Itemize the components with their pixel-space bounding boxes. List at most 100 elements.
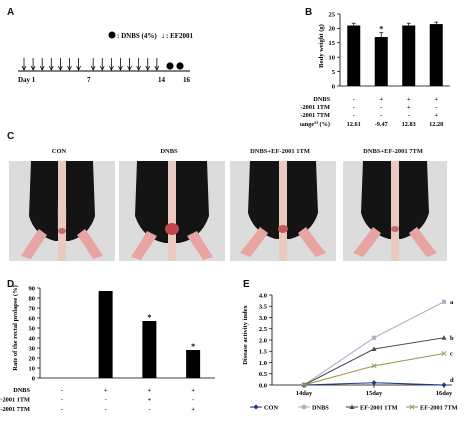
- d-y-tick-label: 60: [29, 315, 36, 322]
- b-table-cell: +: [407, 104, 411, 111]
- day-1-label: Day 1: [18, 76, 36, 84]
- dnbs-dot: [176, 62, 184, 70]
- day-7-label: 7: [87, 76, 91, 84]
- dnbs-dot: [166, 62, 174, 70]
- day-16-label: 16: [183, 76, 191, 84]
- e-series-marker: [371, 346, 377, 351]
- caption-dnbs: DNBS: [160, 148, 178, 155]
- mouse-photo-dnbs-ef-1tm: [230, 161, 336, 261]
- e-legend-label: CON: [264, 404, 278, 411]
- ef-arrowhead: [58, 65, 63, 71]
- e-series-marker: [441, 350, 447, 357]
- e-series-marker: [441, 299, 447, 304]
- d-y-tick-label: 90: [29, 285, 36, 292]
- d-y-tick-label: 0: [32, 375, 35, 382]
- ef-arrowhead: [30, 65, 36, 71]
- d-bar: [142, 321, 157, 378]
- e-y-tick-label: 3.0: [259, 315, 267, 322]
- e-y-tick-label: 2.5: [259, 326, 268, 333]
- e-axes: 0.0 0.5 1.0 1.5 2.0 2.5 3.0 3.5 4.0 14day 15day 16d…: [259, 292, 453, 397]
- e-x-tick-label: 15day: [366, 390, 383, 397]
- ef-arrowhead: [118, 65, 123, 71]
- ef-arrowhead: [145, 65, 151, 71]
- d-y-tick-label: 30: [29, 345, 36, 352]
- d-table-cell: -: [192, 397, 194, 404]
- b-weight-label: Weight changea) (%): [300, 120, 330, 129]
- b-y-tick-label: 20: [329, 26, 336, 33]
- b-bar: [402, 25, 416, 86]
- b-table-cell: -: [353, 96, 355, 103]
- d-ylabel: Rate of the rectal prolapse (%): [12, 285, 19, 371]
- d-y-tick-label: 70: [29, 305, 36, 312]
- d-y-tick-label: 80: [29, 295, 36, 302]
- d-table-row-label: DNBS: [13, 387, 30, 394]
- b-table-cell: -: [353, 104, 355, 111]
- d-treatment-table: DNBS - + + + EF-2001 1TM - - + - EF-2001 7TM - - - +: [0, 387, 195, 413]
- e-series-marker: [441, 335, 447, 340]
- b-table-cell: +: [434, 112, 438, 119]
- e-legend-marker: [301, 404, 307, 410]
- d-table-cell: -: [148, 406, 150, 413]
- panel-d-prolapse-chart: Rate of the rectal prolapse (%) 0 10 20 30 4…: [0, 285, 215, 413]
- e-x-tick-label: 16day: [436, 390, 453, 397]
- d-table-cell: -: [105, 406, 107, 413]
- panel-a-letter: A: [7, 7, 15, 18]
- e-y-tick-label: 0.0: [259, 382, 267, 389]
- e-series: d a b c: [301, 299, 454, 388]
- b-table-cell: +: [379, 96, 383, 103]
- ef-arrowhead: [127, 65, 132, 71]
- d-bar: [186, 350, 201, 378]
- b-table-cell: -: [435, 104, 437, 111]
- d-table-cell: +: [191, 387, 195, 394]
- e-series-end-label: b: [450, 335, 454, 342]
- b-table-row-label: EF-2001 1TM: [300, 104, 330, 111]
- d-axes: 0 10 20 30 40 50 60 70 80 90: [29, 285, 215, 382]
- caption-dnbs-ef-1tm: DNBS+EF-2001 1TM: [250, 148, 310, 155]
- e-series-line: [303, 301, 445, 386]
- day-14-label: 14: [158, 76, 166, 84]
- e-series-marker: [371, 335, 377, 340]
- panel-d-letter: D: [7, 279, 15, 290]
- e-series-end-label: d: [450, 377, 454, 384]
- e-y-tick-label: 4.0: [259, 292, 267, 299]
- b-bar: [347, 25, 361, 86]
- b-y-tick-label: 5: [332, 69, 336, 76]
- mouse-photo-dnbs: [119, 161, 225, 261]
- ef-arrowhead: [67, 65, 72, 71]
- legend-dnbs-dot: [108, 31, 116, 39]
- e-legend-label: EF-2001 7TM: [420, 404, 458, 411]
- b-bar: [429, 24, 443, 86]
- e-y-tick-label: 2.0: [259, 337, 267, 344]
- mouse-photo-con: [9, 161, 115, 261]
- dnbs-dots: [166, 62, 184, 70]
- d-table-row-label: EF-2001 1TM: [0, 397, 30, 404]
- b-ylabel: Body weight (g): [318, 24, 325, 68]
- e-x-tick-label: 14day: [296, 390, 313, 397]
- panel-c-letter: C: [7, 131, 15, 142]
- panel-a-timeline: : DNBS (4%) ↓ : EF2001 Day 1 7 14 16: [18, 31, 194, 84]
- b-table-cell: -: [408, 112, 410, 119]
- e-legend-marker: [253, 404, 259, 410]
- e-legend-marker: [349, 404, 355, 409]
- e-legend: CON DNBS EF-2001 1TM EF-2001 7TM: [250, 404, 458, 411]
- b-y-tick-label: 25: [329, 11, 336, 18]
- b-bar: [374, 37, 388, 86]
- e-y-tick-label: 0.5: [259, 371, 268, 378]
- d-table-cell: +: [104, 387, 108, 394]
- b-weight-value: 12.61: [347, 121, 361, 128]
- b-table-cell: +: [407, 96, 411, 103]
- panel-e-letter: E: [243, 279, 250, 290]
- e-legend-marker: [409, 404, 415, 410]
- b-table-cell: -: [380, 104, 382, 111]
- b-significance: *: [379, 25, 383, 34]
- d-table-cell: -: [61, 406, 63, 413]
- b-weight-value: 12.83: [402, 121, 416, 128]
- d-y-tick-label: 40: [29, 335, 36, 342]
- e-series-marker: [301, 382, 307, 388]
- ef-arrowhead: [90, 65, 96, 71]
- e-ylabel: Disease activity index: [242, 304, 249, 364]
- ef-arrowhead: [48, 65, 54, 71]
- ef-arrowhead: [136, 65, 142, 71]
- e-y-tick-label: 1.5: [259, 349, 268, 356]
